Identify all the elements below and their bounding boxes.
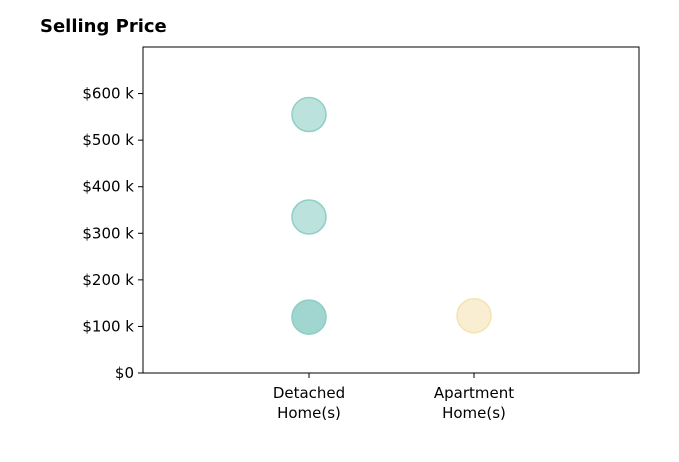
plot-frame bbox=[142, 46, 640, 374]
y-tick-label: $300 k bbox=[82, 224, 134, 242]
y-tick-label: $200 k bbox=[82, 271, 134, 289]
x-tick-label: Apartment Home(s) bbox=[434, 384, 514, 422]
y-tick-label: $400 k bbox=[82, 178, 134, 196]
data-point bbox=[291, 96, 327, 133]
data-point bbox=[291, 299, 327, 335]
data-point bbox=[456, 297, 492, 334]
x-tick-label: Detached Home(s) bbox=[273, 384, 345, 422]
y-tick-label: $0 bbox=[115, 364, 134, 382]
data-points bbox=[291, 96, 492, 335]
y-axis: $0 $100 k $200 k $300 k $400 k $500 k $600 k bbox=[82, 85, 143, 382]
chart-title: Selling Price bbox=[40, 16, 167, 37]
data-point bbox=[291, 199, 327, 235]
y-tick-label: $500 k bbox=[82, 131, 134, 149]
y-tick-label: $100 k bbox=[82, 317, 134, 335]
x-axis: Detached Home(s) Apartment Home(s) bbox=[273, 373, 514, 422]
y-tick-label: $600 k bbox=[82, 85, 134, 103]
